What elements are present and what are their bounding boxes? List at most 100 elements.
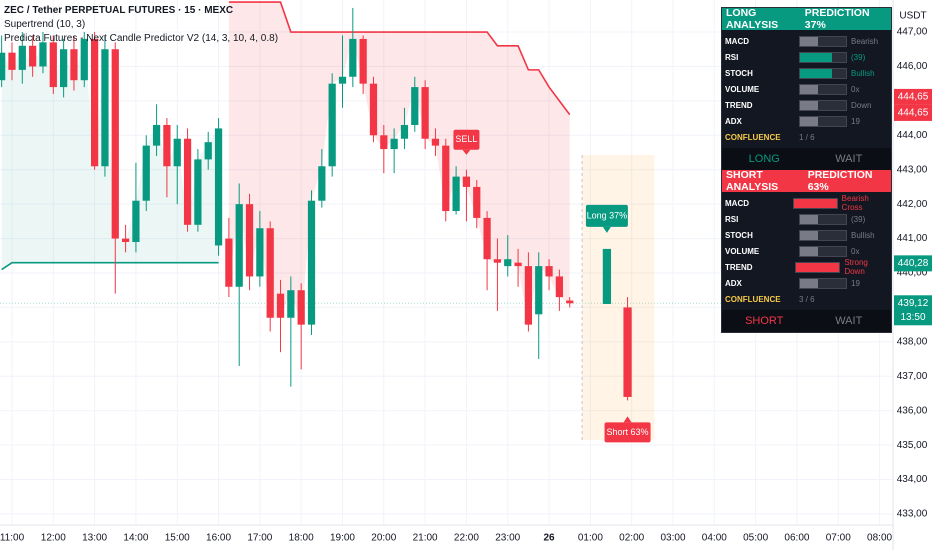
forecast-region (582, 155, 655, 440)
indicator-bar (799, 35, 847, 47)
candle-body (276, 293, 285, 318)
forecast-short-candle (623, 307, 632, 397)
x-tick-label: 04:00 (702, 533, 727, 544)
indicator-row: VOLUME 0x (722, 81, 891, 97)
candle-body (214, 128, 223, 246)
candle-body (204, 142, 212, 160)
candle-body (380, 135, 388, 150)
x-tick-label: 20:00 (371, 533, 396, 544)
indicator-bar-fill (800, 230, 819, 240)
price-label: 440,28 (898, 258, 929, 269)
currency-label: USDT (899, 11, 926, 22)
candle-body (514, 262, 522, 267)
indicator-label: STOCH (725, 230, 753, 240)
candle-body (535, 266, 543, 315)
x-tick-label: 08:00 (867, 533, 892, 544)
candle-body (245, 204, 254, 277)
indicator-status: Bullish (851, 68, 875, 78)
candle-body (287, 290, 295, 318)
candle-body (483, 217, 491, 260)
action-text: WAIT (835, 153, 863, 165)
indicator-label: TREND (725, 100, 753, 110)
x-tick-label: 15:00 (165, 533, 190, 544)
candle-body (173, 138, 181, 167)
indicator-status: Strong Down (844, 258, 868, 276)
candle-body (442, 145, 450, 212)
price-label-bg (894, 104, 932, 121)
candle-body (194, 159, 202, 225)
x-tick-label: 01:00 (578, 533, 603, 544)
y-tick-label: 436,00 (897, 405, 928, 416)
indicator-label: RSI (725, 52, 739, 62)
x-tick-label: 06:00 (784, 533, 809, 544)
confluence-value: 3 / 6 (799, 294, 815, 304)
price-label-bg (894, 88, 932, 105)
indicator-label: MACD (725, 36, 749, 46)
candle-body (142, 145, 150, 201)
indicator-label: TREND (725, 262, 753, 272)
legend: ZEC / Tether PERPETUAL FUTURES · 15 · ME… (4, 4, 278, 46)
indicator-bar (799, 245, 847, 257)
indicator-label[interactable]: Predicta Futures - Next Candle Predictor… (4, 33, 279, 44)
x-tick-label: 12:00 (41, 533, 66, 544)
forecast-long-label: Long 37% (587, 210, 628, 220)
supertrend-line (228, 1, 571, 116)
candle-body (29, 45, 37, 67)
candle-body (256, 228, 264, 277)
indicator-status: (39) (851, 214, 866, 224)
forecast-long-box (585, 204, 628, 227)
indicator-status: 19 (851, 278, 860, 288)
indicator-label: MACD (725, 198, 749, 208)
candle-body (338, 76, 347, 84)
candle-body (101, 49, 109, 167)
x-tick-label: 17:00 (247, 533, 272, 544)
candle-body (369, 83, 378, 136)
candle-body (318, 166, 326, 201)
candle-body (390, 138, 398, 150)
section-header: LONG ANALYSIS PREDICTION 37% (722, 7, 891, 31)
section-title: SHORT ANALYSIS (726, 169, 779, 193)
candle-body (555, 276, 564, 298)
signal-label: SELL (455, 134, 477, 144)
x-tick-label: 22:00 (454, 533, 479, 544)
indicator-label: STOCH (725, 68, 753, 78)
y-tick-label: 447,00 (897, 27, 928, 38)
plot: SELL Long 37% Short 63% (0, 0, 893, 525)
candle-body (121, 238, 130, 243)
candle-body (163, 124, 171, 167)
indicator-bar (799, 213, 847, 225)
candle-body (307, 200, 316, 325)
countdown-label: 13:50 (900, 312, 925, 323)
symbol-title: ZEC / Tether PERPETUAL FUTURES · 15 · ME… (4, 5, 234, 16)
y-tick-label: 434,00 (897, 474, 928, 485)
y-tick-label: 435,00 (897, 440, 928, 451)
indicator-label[interactable]: Supertrend (10, 3) (4, 19, 86, 30)
candle-body (411, 87, 419, 125)
x-tick-label: 05:00 (743, 533, 768, 544)
y-tick-label: 446,00 (897, 61, 928, 72)
y-tick-label: 440,00 (897, 268, 928, 279)
forecast-long-candle (602, 248, 612, 304)
indicator-label: RSI (725, 214, 739, 224)
price-label: 444,65 (898, 92, 929, 103)
x-tick-label: 13:00 (82, 533, 107, 544)
x-tick-label: 26 (543, 533, 555, 544)
indicator-status: Bearish Cross (841, 194, 869, 212)
indicator-status: Down (851, 100, 872, 110)
indicator-status: (39) (851, 52, 866, 62)
indicator-bar-fill (800, 214, 819, 224)
forecast-long-pointer (602, 226, 611, 233)
indicator-label: VOLUME (725, 246, 760, 256)
indicator-row: TREND Strong Down (722, 258, 891, 276)
indicator-label: VOLUME (725, 84, 760, 94)
candle-body (80, 38, 88, 81)
candle-body (60, 49, 68, 88)
indicator-bar-fill (795, 262, 840, 272)
price-label: 444,65 (898, 108, 929, 119)
indicator-row: STOCH Bullish (722, 227, 891, 243)
indicator-label: ADX (725, 278, 742, 288)
forecast-short-label: Short 63% (607, 427, 649, 437)
confluence-row: CONFLUENCE 1 / 6 (722, 129, 891, 145)
